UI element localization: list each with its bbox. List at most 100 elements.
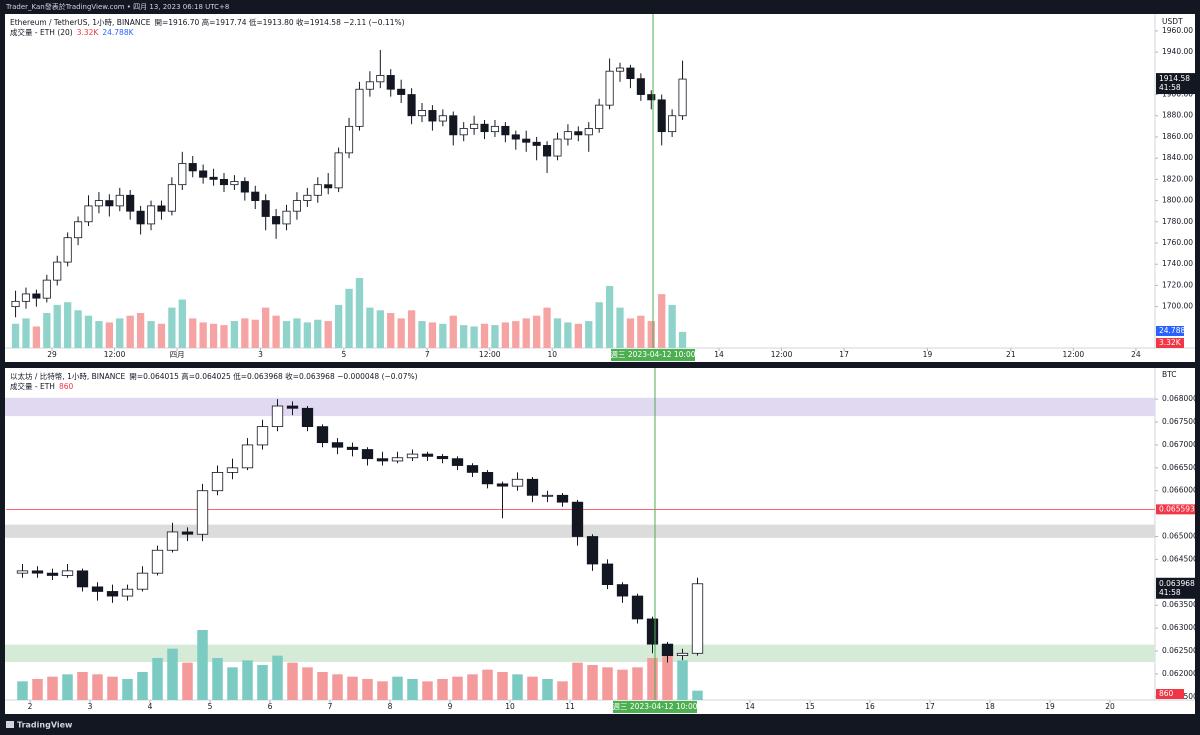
x-tick-label: 19 [923, 350, 933, 359]
last-price-label: 0.063968 [1159, 579, 1195, 588]
candle-body [151, 549, 164, 574]
candle-body [586, 536, 599, 565]
volume-bar [572, 662, 583, 700]
candle-body [94, 200, 103, 207]
y-tick-label: 1700.00 [1162, 302, 1193, 311]
legend-item: 開=0.064015 高=0.064025 低=0.063968 收=0.063… [129, 371, 417, 381]
candle-body [541, 494, 554, 497]
volume-bar [585, 321, 593, 348]
candle-body [522, 138, 531, 143]
candle-body [421, 453, 434, 457]
y-tick-label: 0.063500 [1162, 600, 1198, 609]
volume-bar [197, 630, 208, 700]
candle-body [167, 184, 176, 212]
x-tick-label: 20 [1105, 702, 1115, 711]
x-tick-label: 21 [1006, 350, 1016, 359]
volume-bar [241, 318, 249, 348]
y-tick-label: 0.062500 [1162, 646, 1198, 655]
candle-body [188, 163, 197, 172]
candle-body [181, 531, 194, 535]
volume-bar [366, 307, 374, 348]
candle-body [397, 88, 406, 95]
legend-item: 860 [59, 382, 74, 391]
volume-bar [251, 319, 259, 348]
volume-bar [347, 676, 358, 700]
volume-bar [678, 331, 687, 348]
candle-body [571, 501, 584, 537]
volume-bar [168, 307, 176, 348]
x-tick-label: 19 [1045, 702, 1055, 711]
candle-body [466, 465, 479, 473]
candle-body [678, 78, 687, 117]
volume-bar [287, 662, 298, 700]
candle-body [157, 205, 166, 212]
candle-body [178, 163, 187, 186]
y-tick-label: 1960.00 [1162, 26, 1193, 35]
y-tick-label: 1780.00 [1162, 217, 1193, 226]
candle-body [646, 618, 659, 645]
volume-bar [105, 322, 113, 348]
y-tick-label: 1800.00 [1162, 196, 1193, 205]
volume-bar [257, 665, 268, 700]
volume-bar [227, 667, 238, 700]
volume-bar [617, 669, 628, 700]
volume-bar [647, 658, 658, 700]
candle-body [146, 205, 156, 225]
candle-body [676, 652, 689, 656]
volume-bar [428, 322, 437, 348]
legend-item: 成交量 - ETH [10, 381, 55, 391]
volume-bar [377, 681, 388, 700]
y-tick-label: 0.064500 [1162, 554, 1198, 563]
volume-bar [418, 321, 426, 348]
brand-logo [6, 721, 14, 728]
candle-body [355, 88, 364, 127]
candle-body [196, 490, 209, 535]
volume-bar [317, 672, 328, 700]
volume-bar [345, 288, 353, 348]
x-tick-label: 17 [839, 350, 849, 359]
x-tick-label: 3 [258, 350, 263, 359]
volume-bar [407, 679, 418, 700]
volume-bar [480, 323, 489, 348]
brand[interactable]: TradingView [17, 721, 73, 730]
volume-bar [178, 299, 186, 348]
volume-tag-label: 860 [1159, 689, 1174, 698]
x-tick-label: 8 [388, 702, 393, 711]
last-price-label: 1914.58 [1159, 74, 1190, 83]
candle-body [105, 200, 114, 207]
volume-bar [262, 307, 270, 348]
crosshair-tag [613, 701, 697, 713]
candle-body [563, 131, 572, 140]
axis-unit: USDT [1162, 17, 1183, 26]
legend-item: 開=1916.70 高=1917.74 低=1913.80 收=1914.58 … [155, 17, 405, 27]
volume-bar [220, 325, 228, 348]
candle-body [553, 138, 562, 157]
crosshair-tag [611, 349, 696, 361]
candle-body [574, 131, 583, 136]
candle-body [31, 570, 44, 574]
volume-bar [637, 315, 645, 348]
candle-body [226, 467, 239, 473]
candle-body [470, 123, 479, 129]
candle-body [616, 584, 629, 597]
candle-body [76, 570, 89, 588]
candle-body [199, 170, 208, 178]
candle-body [584, 128, 593, 136]
volume-bar [497, 672, 508, 700]
candle-body [407, 94, 416, 117]
candle-body [331, 442, 344, 448]
volume-bar [47, 676, 58, 700]
candle-body [345, 125, 354, 154]
volume-bar [92, 674, 103, 700]
candle-body [657, 99, 666, 133]
volume-bar [422, 681, 433, 700]
volume-bar [212, 658, 223, 700]
candle-body [556, 494, 569, 503]
candle-body [256, 426, 269, 446]
volume-bar [387, 313, 395, 348]
volume-bar [512, 321, 520, 348]
volume-bar [595, 302, 603, 348]
volume-bar [501, 322, 510, 348]
candle-body [501, 125, 510, 136]
candle-body [241, 444, 254, 469]
